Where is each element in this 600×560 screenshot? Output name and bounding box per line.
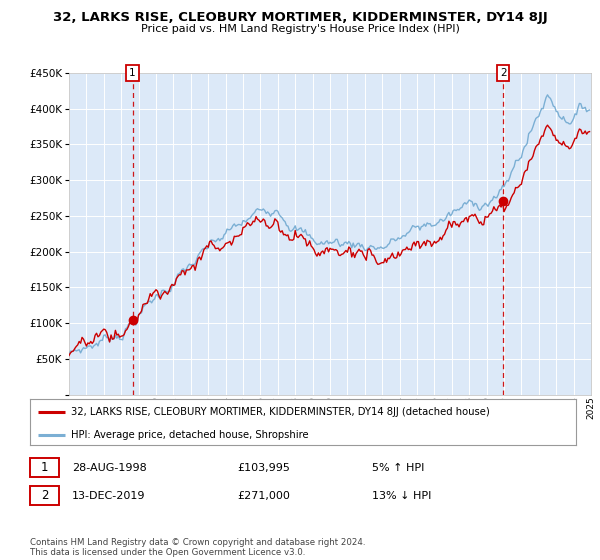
Text: HPI: Average price, detached house, Shropshire: HPI: Average price, detached house, Shro…	[71, 430, 308, 440]
Text: 32, LARKS RISE, CLEOBURY MORTIMER, KIDDERMINSTER, DY14 8JJ: 32, LARKS RISE, CLEOBURY MORTIMER, KIDDE…	[53, 11, 547, 24]
Text: 1: 1	[41, 461, 48, 474]
Text: 5% ↑ HPI: 5% ↑ HPI	[372, 463, 424, 473]
Text: Contains HM Land Registry data © Crown copyright and database right 2024.
This d: Contains HM Land Registry data © Crown c…	[30, 538, 365, 557]
Text: £103,995: £103,995	[237, 463, 290, 473]
Text: 32, LARKS RISE, CLEOBURY MORTIMER, KIDDERMINSTER, DY14 8JJ (detached house): 32, LARKS RISE, CLEOBURY MORTIMER, KIDDE…	[71, 407, 490, 417]
Text: 2: 2	[41, 489, 48, 502]
Text: 13% ↓ HPI: 13% ↓ HPI	[372, 491, 431, 501]
Text: Price paid vs. HM Land Registry's House Price Index (HPI): Price paid vs. HM Land Registry's House …	[140, 24, 460, 34]
Text: 13-DEC-2019: 13-DEC-2019	[72, 491, 146, 501]
Text: 1: 1	[129, 68, 136, 78]
Text: 28-AUG-1998: 28-AUG-1998	[72, 463, 147, 473]
Text: 2: 2	[500, 68, 506, 78]
Text: £271,000: £271,000	[237, 491, 290, 501]
